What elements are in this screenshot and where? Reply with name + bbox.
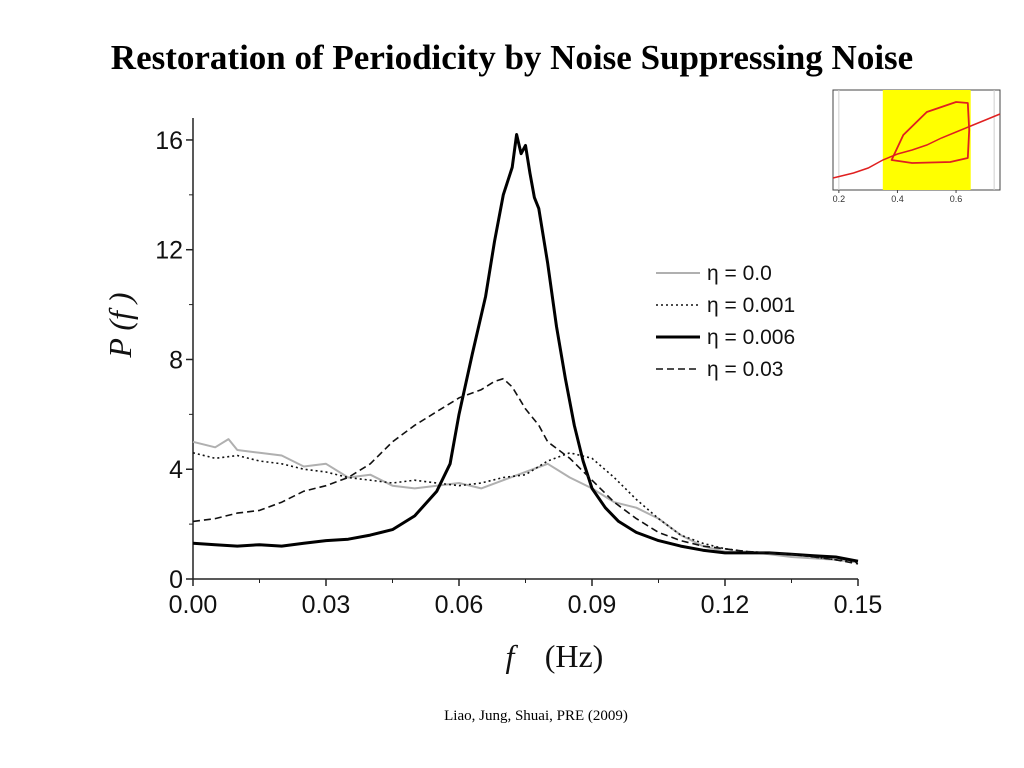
y-axis-label: P (f ) [102, 292, 138, 358]
y-tick-label: 16 [155, 127, 183, 155]
inset-curve [832, 113, 1001, 179]
x-tick-label: 0.06 [435, 591, 484, 619]
legend-label: η = 0.001 [707, 294, 795, 317]
inset-x-tick-label: 0.2 [833, 194, 846, 204]
y-tick-label: 8 [169, 346, 183, 374]
series-line-3 [192, 377, 859, 565]
slide-title: Restoration of Periodicity by Noise Supp… [110, 38, 914, 77]
series-line-2 [192, 133, 859, 563]
y-tick-label: 4 [169, 456, 183, 484]
y-tick-label: 12 [155, 237, 183, 265]
legend: η = 0.0 η = 0.001 η = 0.006 η = 0.03 [656, 262, 795, 381]
x-tick-label: 0.00 [169, 591, 218, 619]
x-axis-label-unit: (Hz) [545, 638, 604, 674]
legend-label: η = 0.006 [707, 326, 795, 349]
inset-highlight-band [882, 90, 971, 190]
x-axis-label-symbol: f [506, 638, 519, 674]
main-plot: 0 4 8 12 16 0.00 0.03 0.06 0.09 0.12 0.15 P (f ) f (H… [102, 118, 882, 674]
x-tick-label: 0.12 [701, 591, 750, 619]
inset-chart: 0.2 0.4 0.6 [832, 89, 1001, 204]
inset-x-tick-label: 0.4 [891, 194, 904, 204]
inset-loop [890, 101, 971, 164]
x-tick-label: 0.09 [568, 591, 617, 619]
legend-label: η = 0.0 [707, 262, 772, 285]
legend-label: η = 0.03 [707, 358, 783, 381]
y-tick-label: 0 [169, 566, 183, 594]
inset-x-tick-label: 0.6 [950, 194, 963, 204]
citation: Liao, Jung, Shuai, PRE (2009) [444, 708, 628, 724]
x-tick-label: 0.03 [302, 591, 351, 619]
x-tick-label: 0.15 [834, 591, 883, 619]
